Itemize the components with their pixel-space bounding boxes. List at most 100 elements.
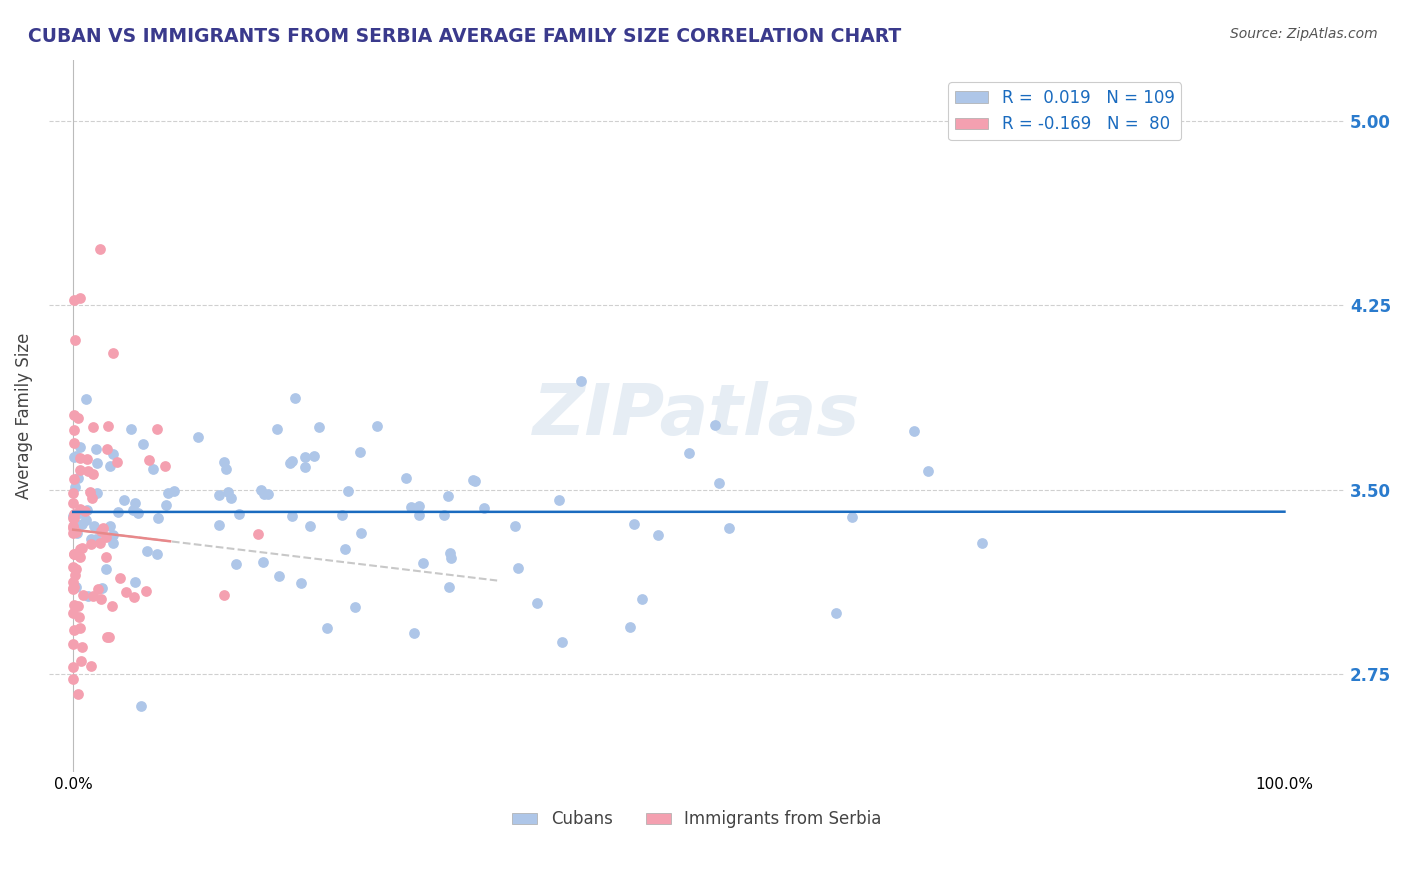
Point [917,464,939,478]
Point [86,456,108,470]
Point [156,486,179,500]
Point [707,475,730,490]
Point [62,672,84,686]
Point [217,485,239,500]
Point [72,589,94,603]
Point [366,418,388,433]
Point [69,463,91,477]
Point [62,509,84,524]
Point [62,511,84,525]
Point [66,525,89,540]
Point [146,422,169,436]
Point [80,658,103,673]
Point [63,472,86,486]
Point [108,570,131,584]
Point [69,291,91,305]
Point [290,576,312,591]
Point [212,588,235,602]
Point [257,487,280,501]
Point [547,493,569,508]
Point [153,459,176,474]
Point [66,599,89,613]
Point [76,452,98,467]
Point [249,483,271,497]
Point [401,500,423,514]
Point [62,637,84,651]
Point [124,590,146,604]
Point [89,535,111,549]
Point [87,582,110,596]
Point [112,493,135,508]
Point [98,519,121,533]
Point [472,500,495,515]
Point [67,610,90,624]
Point [76,503,98,517]
Point [65,333,87,347]
Point [439,546,461,560]
Point [97,419,120,434]
Point [63,598,86,612]
Text: CUBAN VS IMMIGRANTS FROM SERBIA AVERAGE FAMILY SIZE CORRELATION CHART: CUBAN VS IMMIGRANTS FROM SERBIA AVERAGE … [28,27,901,45]
Point [63,568,86,582]
Point [825,606,848,620]
Point [62,511,84,525]
Point [90,581,112,595]
Point [903,424,925,438]
Point [647,528,669,542]
Point [80,537,103,551]
Point [96,442,118,456]
Point [212,455,235,469]
Point [62,496,84,510]
Point [337,483,360,498]
Point [66,471,89,485]
Point [215,462,238,476]
Point [63,580,86,594]
Point [129,698,152,713]
Point [103,346,125,360]
Point [623,517,645,532]
Point [82,467,104,482]
Point [330,508,353,523]
Point [62,659,84,673]
Point [70,654,93,668]
Point [84,532,107,546]
Point [252,555,274,569]
Point [841,509,863,524]
Point [69,549,91,564]
Point [395,471,418,485]
Point [464,475,486,489]
Point [89,242,111,256]
Point [569,374,592,388]
Point [94,550,117,565]
Text: ZIPatlas: ZIPatlas [533,381,860,450]
Legend: Cubans, Immigrants from Serbia: Cubans, Immigrants from Serbia [506,804,889,835]
Point [63,408,86,422]
Point [294,459,316,474]
Point [75,392,97,406]
Point [551,634,574,648]
Point [115,585,138,599]
Point [62,575,84,590]
Point [299,519,322,533]
Point [703,418,725,433]
Point [284,391,307,405]
Point [62,582,84,597]
Point [408,508,430,522]
Point [135,543,157,558]
Point [63,547,86,561]
Point [62,607,84,621]
Point [101,599,124,613]
Point [86,486,108,500]
Point [62,526,84,541]
Point [62,423,84,437]
Point [278,456,301,470]
Point [62,547,84,561]
Point [253,487,276,501]
Point [107,505,129,519]
Point [69,621,91,635]
Point [146,510,169,524]
Point [105,455,128,469]
Point [120,422,142,436]
Point [280,508,302,523]
Point [98,630,121,644]
